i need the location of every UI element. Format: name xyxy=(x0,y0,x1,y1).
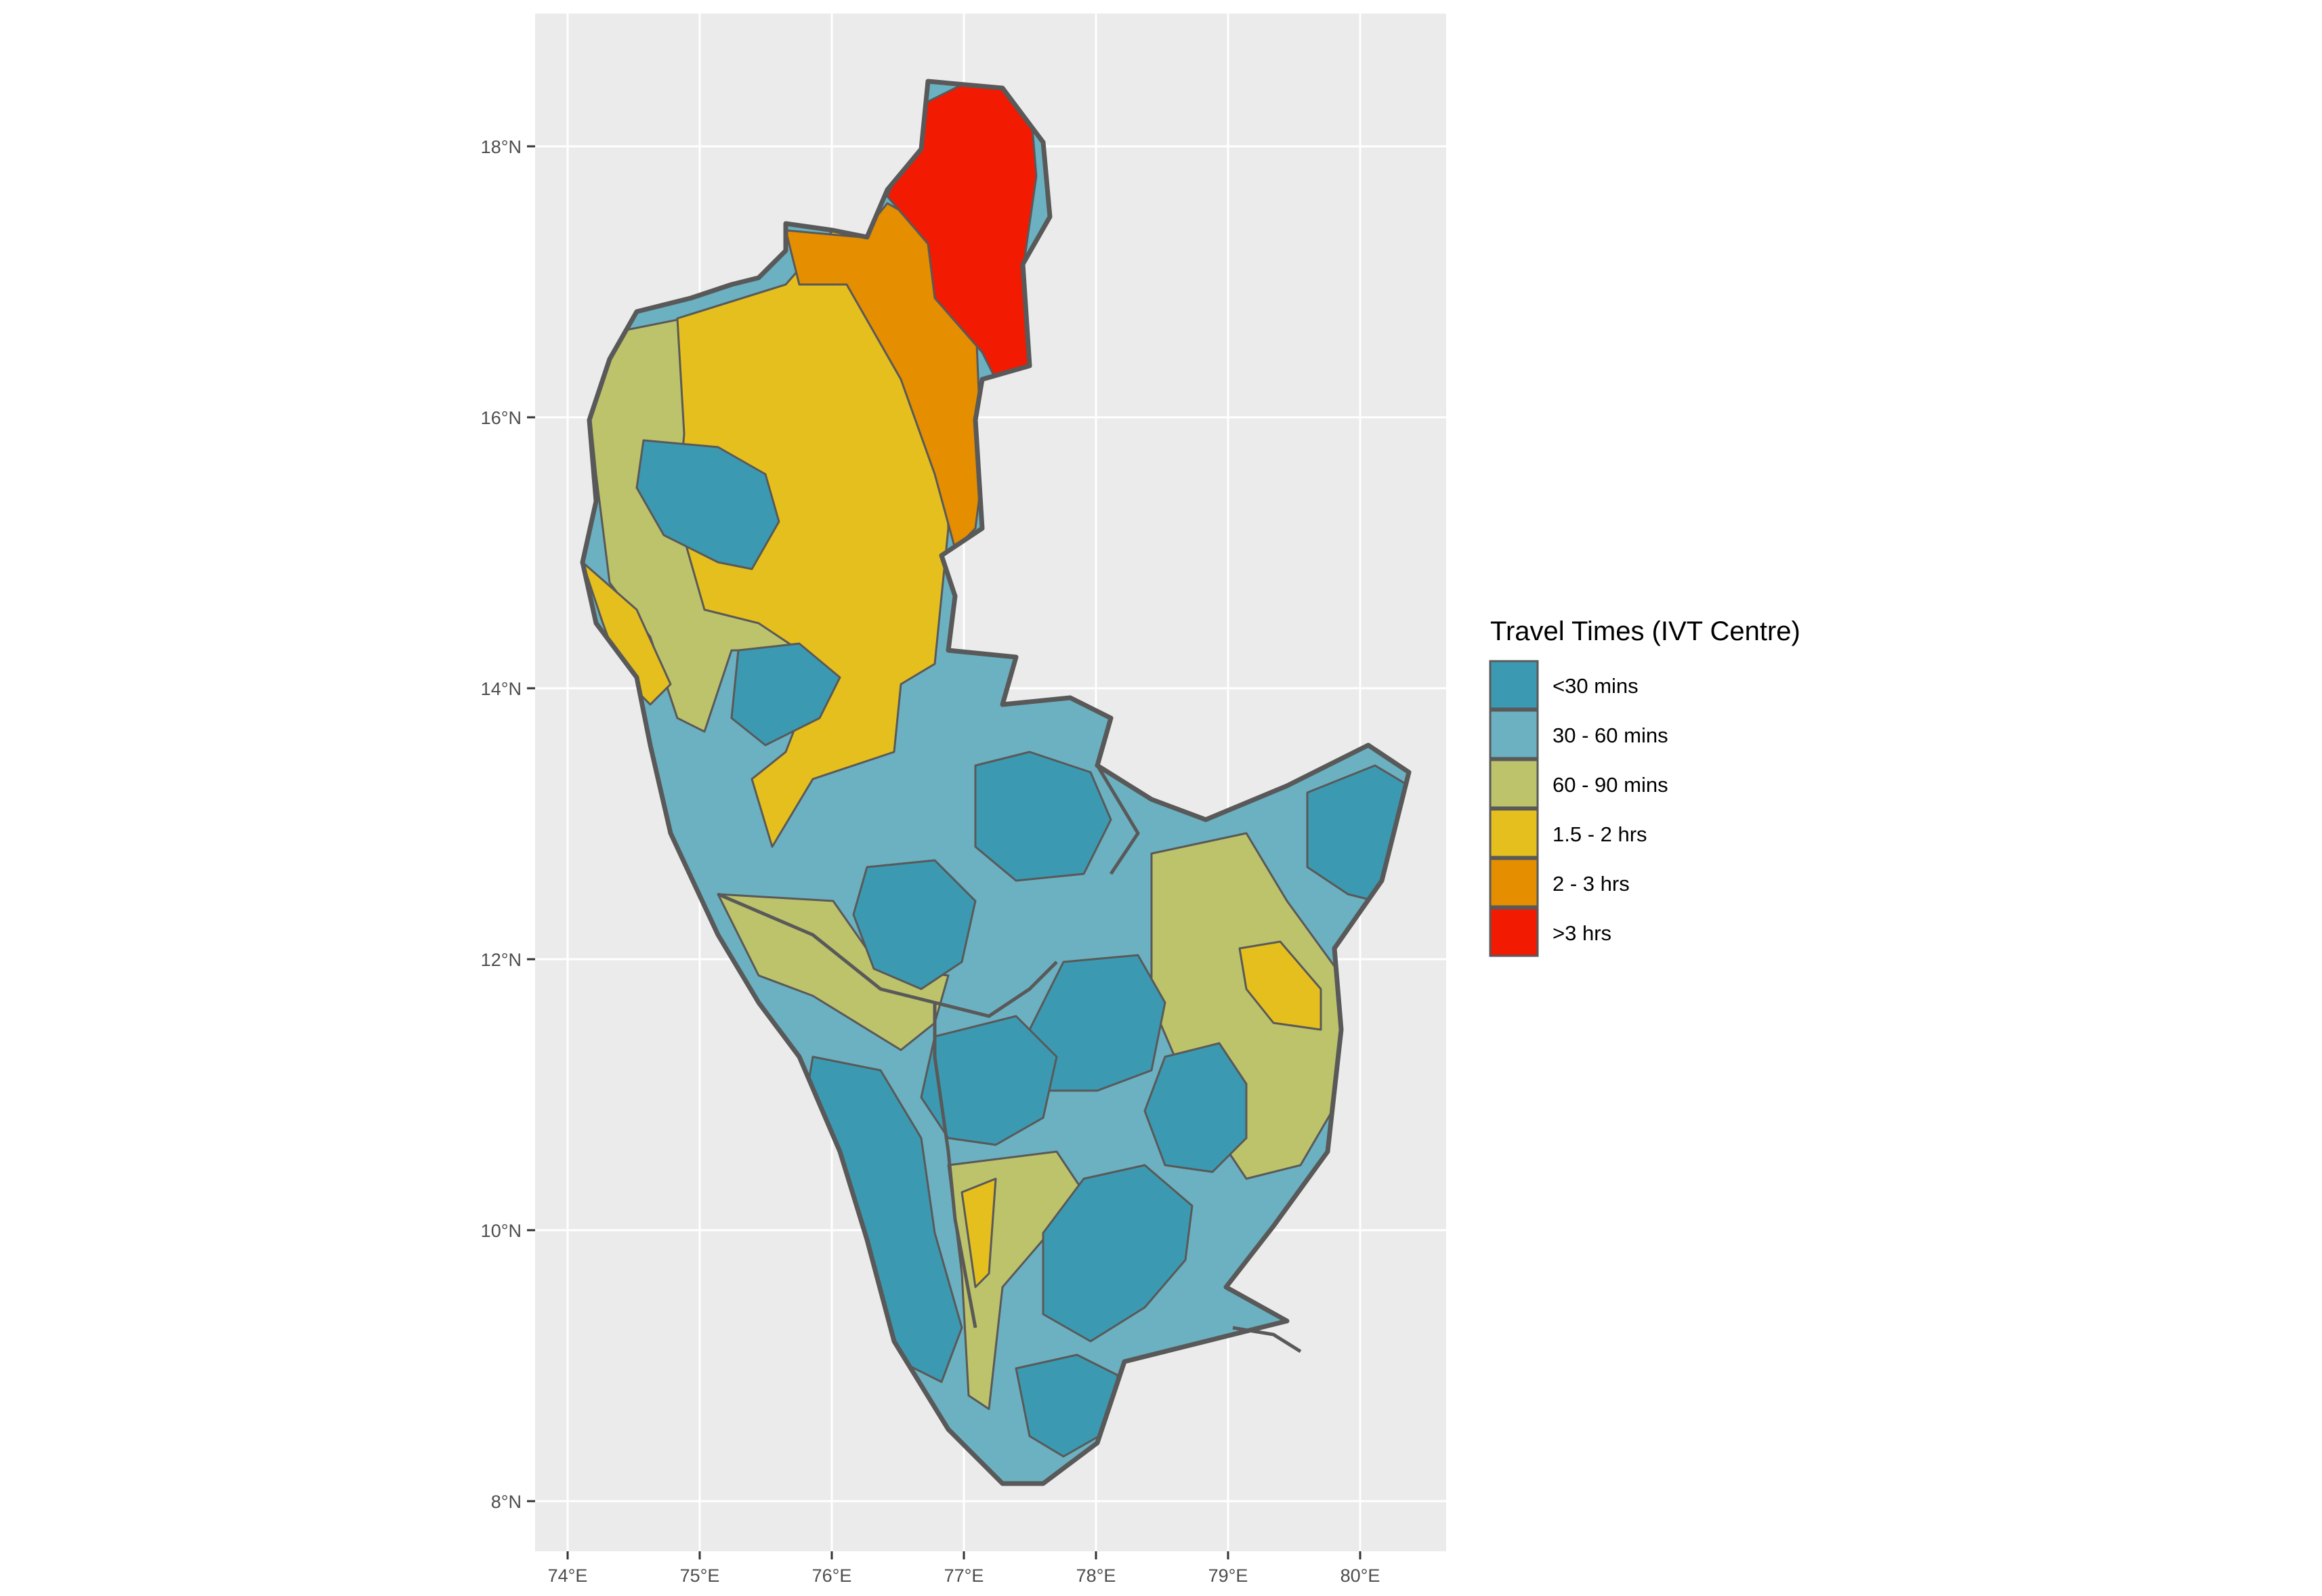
legend-title: Travel Times (IVT Centre) xyxy=(1490,616,1800,646)
y-tick-label: 10°N xyxy=(481,1221,522,1241)
x-tick-label: 76°E xyxy=(812,1566,852,1586)
legend-label: 1.5 - 2 hrs xyxy=(1553,822,1647,846)
legend-swatch-2-3 xyxy=(1489,858,1539,908)
zone-1-5-2-hrs-ghats xyxy=(961,1177,997,1288)
x-axis xyxy=(566,1551,1361,1559)
x-tick-label: 74°E xyxy=(548,1566,588,1586)
y-tick-label: 18°N xyxy=(481,137,522,157)
legend-label: 30 - 60 mins xyxy=(1553,723,1668,747)
legend-label: >3 hrs xyxy=(1553,921,1611,945)
zone-under-30-coimbatore xyxy=(920,1015,1058,1146)
x-tick-label: 75°E xyxy=(680,1566,720,1586)
legend-label: 2 - 3 hrs xyxy=(1553,872,1630,896)
legend-swatch-60-90 xyxy=(1489,759,1539,809)
legend-label: 60 - 90 mins xyxy=(1553,773,1668,797)
zone-under-30-bangalore xyxy=(974,751,1112,882)
y-tick-label: 8°N xyxy=(491,1492,522,1512)
y-tick-label: 14°N xyxy=(481,679,522,699)
legend-label: <30 mins xyxy=(1553,674,1639,698)
legend-swatch-30-60 xyxy=(1489,709,1539,759)
y-tick-label: 16°N xyxy=(481,408,522,428)
x-tick-label: 79°E xyxy=(1208,1566,1248,1586)
x-tick-label: 80°E xyxy=(1341,1566,1380,1586)
x-tick-label: 77°E xyxy=(944,1566,984,1586)
legend-swatch-1-5-2 xyxy=(1489,808,1539,858)
region-outline xyxy=(580,79,1412,1486)
x-tick-label: 78°E xyxy=(1076,1566,1116,1586)
zone-under-30-shimoga xyxy=(730,642,841,747)
state-border xyxy=(717,764,1140,1328)
legend-swatch-over-3 xyxy=(1489,907,1539,957)
y-axis xyxy=(527,145,535,1503)
sri-lanka-strait-line xyxy=(1232,1326,1302,1353)
zone-1-5-2-hrs-east xyxy=(1238,940,1322,1031)
y-tick-label: 12°N xyxy=(481,950,522,970)
legend: Travel Times (IVT Centre) <30 mins 30 - … xyxy=(1489,616,1800,957)
zone-under-30-mysore xyxy=(852,859,977,990)
zone-under-30-trichy xyxy=(1143,1042,1248,1173)
zone-under-30-madurai xyxy=(1042,1164,1194,1343)
zone-1-5-2-hrs-coast xyxy=(583,561,672,706)
legend-swatch-under-30 xyxy=(1489,660,1539,710)
zone-under-30-karwar xyxy=(635,439,780,570)
